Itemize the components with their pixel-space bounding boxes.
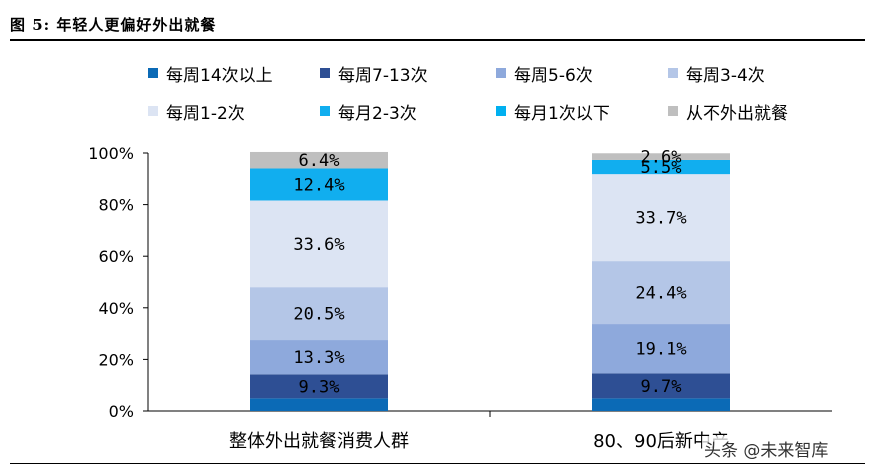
bar-segment — [250, 340, 388, 375]
data-label: 33.7% — [635, 209, 686, 229]
bar-segment — [592, 261, 730, 325]
figure-title: 图 5: 年轻人更偏好外出就餐 — [10, 16, 217, 34]
legend-item-series-4: 每周1-2次 — [148, 100, 245, 124]
legend-swatch — [148, 106, 158, 116]
legend-label: 每月1次以下 — [514, 103, 610, 124]
bar-segment — [250, 287, 388, 341]
legend-swatch — [496, 106, 506, 116]
legend-item-series-5: 每月2-3次 — [320, 100, 417, 124]
legend-label: 每周14次以上 — [166, 65, 273, 86]
watermark: 头条 @未来智库 — [702, 436, 831, 461]
bar-segment — [592, 153, 730, 160]
bar-segment — [250, 398, 388, 411]
bar-segment — [592, 174, 730, 262]
legend-swatch — [668, 68, 678, 78]
bar-segment — [592, 324, 730, 374]
x-category-label: 80、90后新中产 — [593, 431, 729, 452]
legend-swatch — [320, 68, 330, 78]
y-tick-label: 80% — [98, 196, 134, 215]
legend-swatch — [320, 106, 330, 116]
legend-item-series-7: 从不外出就餐 — [668, 100, 788, 124]
bar-segment — [250, 200, 388, 288]
data-label: 24.4% — [635, 284, 686, 304]
legend-item-series-3: 每周3-4次 — [668, 62, 765, 86]
title-divider — [10, 39, 865, 41]
data-label: 33.6% — [293, 235, 344, 255]
y-tick-label: 40% — [98, 299, 134, 318]
data-label: 9.7% — [641, 377, 682, 397]
legend-label: 每周1-2次 — [166, 103, 245, 124]
legend-label: 每周5-6次 — [514, 65, 593, 86]
legend-label: 从不外出就餐 — [686, 103, 788, 124]
legend-label: 每月2-3次 — [338, 103, 417, 124]
data-label: 20.5% — [293, 305, 344, 325]
data-label: 5.5% — [641, 158, 682, 178]
legend-item-series-0: 每周14次以上 — [148, 62, 273, 86]
bar-segment — [592, 159, 730, 175]
data-label: 2.6% — [641, 148, 682, 168]
y-tick-label: 60% — [98, 247, 134, 266]
bar-segment — [592, 398, 730, 411]
data-label: 19.1% — [635, 340, 686, 360]
y-tick-label: 100% — [88, 144, 134, 163]
legend-item-series-2: 每周5-6次 — [496, 62, 593, 86]
bar-segment — [250, 374, 388, 399]
chart-legend: 每周14次以上 每周7-13次 每周5-6次 每周3-4次 每周1-2次 每月2… — [0, 0, 875, 140]
bar-segment — [250, 151, 388, 169]
legend-item-series-6: 每月1次以下 — [496, 100, 610, 124]
figure-header: 图 5: 年轻人更偏好外出就餐 — [0, 0, 875, 41]
legend-swatch — [496, 68, 506, 78]
y-tick-label: 20% — [98, 350, 134, 369]
legend-swatch — [148, 68, 158, 78]
legend-item-series-1: 每周7-13次 — [320, 62, 428, 86]
legend-label: 每周7-13次 — [338, 65, 428, 86]
data-label: 9.3% — [299, 377, 340, 397]
y-tick-label: 0% — [109, 402, 134, 421]
data-label: 6.4% — [299, 151, 340, 171]
bar-segment — [250, 168, 388, 201]
data-label: 13.3% — [293, 348, 344, 368]
bar-segment — [592, 373, 730, 399]
legend-label: 每周3-4次 — [686, 65, 765, 86]
legend-swatch — [668, 106, 678, 116]
bottom-divider — [10, 463, 865, 464]
data-label: 12.4% — [293, 175, 344, 195]
x-category-label: 整体外出就餐消费人群 — [229, 431, 409, 452]
